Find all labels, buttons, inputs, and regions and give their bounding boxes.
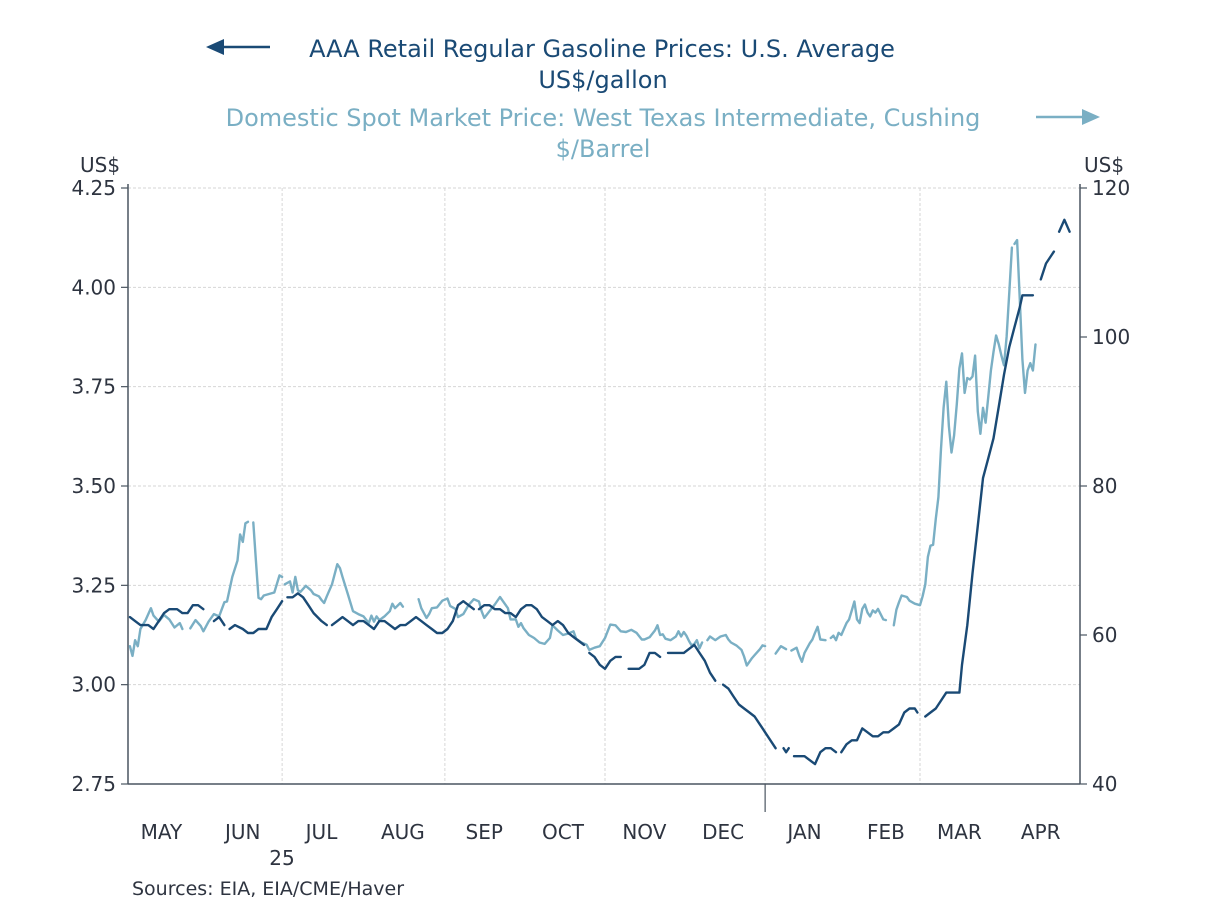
y-tick-label-right: 60 (1092, 623, 1117, 647)
legend: AAA Retail Regular Gasoline Prices: U.S.… (206, 35, 1100, 163)
x-tick-label: MAR (937, 820, 982, 844)
x-tick-label: OCT (542, 820, 585, 844)
legend-unit-gasoline: US$/gallon (538, 66, 667, 94)
y-tick-label-left: 2.75 (71, 772, 116, 796)
x-axis-ticks: MAY JUN JUL AUG SEP OCT NOV DEC JAN FEB MAR APR (141, 820, 1061, 844)
gasoline-line-segment (666, 643, 717, 682)
x-tick-label: FEB (867, 820, 905, 844)
x-tick-label: AUG (381, 820, 425, 844)
y-tick-label-right: 40 (1092, 772, 1117, 796)
left-arrow-icon (206, 39, 270, 55)
gasoline-line-segment (330, 600, 475, 635)
y-axis-left-label: US$ (80, 153, 120, 177)
axes (127, 184, 1081, 812)
gasoline-line-segment (721, 683, 777, 750)
y-tick-label-left: 4.00 (71, 275, 116, 299)
y-tick-label-left: 3.00 (71, 673, 116, 697)
y-tick-label-right: 120 (1092, 176, 1130, 200)
wti-line-segment (706, 633, 767, 667)
wti-line-segment (892, 246, 1014, 627)
wti-line-segment (189, 520, 250, 633)
wti-line-segment (283, 563, 405, 625)
legend-item-gasoline: AAA Retail Regular Gasoline Prices: U.S.… (206, 35, 895, 94)
y-axis-right-ticks: 120 100 80 60 40 (1080, 176, 1130, 796)
x-tick-label: DEC (702, 820, 744, 844)
series-gasoline (128, 218, 1071, 766)
y-tick-label-left: 3.75 (71, 375, 116, 399)
y-axis-left-ticks: 4.25 4.00 3.75 3.50 3.25 3.00 2.75 (71, 176, 128, 796)
legend-item-wti: Domestic Spot Market Price: West Texas I… (226, 104, 1100, 163)
x-axis-year-label: 25 (269, 846, 294, 870)
gasoline-line-segment (627, 651, 662, 670)
x-tick-label: SEP (466, 820, 503, 844)
legend-title-wti: Domestic Spot Market Price: West Texas I… (226, 104, 981, 132)
y-tick-label-left: 4.25 (71, 176, 116, 200)
gridlines (128, 187, 1080, 784)
y-tick-label-right: 80 (1092, 474, 1117, 498)
wti-line-segment (790, 625, 827, 663)
source-note: Sources: EIA, EIA/CME/Haver (132, 878, 404, 900)
gasoline-line-segment (840, 707, 919, 754)
y-tick-label-right: 100 (1092, 325, 1130, 349)
wti-line-segment (829, 600, 888, 642)
wti-line-segment (417, 595, 704, 652)
x-tick-label: JAN (785, 820, 821, 844)
wti-line-segment (1013, 238, 1037, 395)
y-tick-label-left: 3.50 (71, 474, 116, 498)
gasoline-line-segment (924, 294, 1035, 718)
gasoline-line-segment (477, 604, 586, 647)
x-tick-label: JUN (223, 820, 261, 844)
wti-line-segment (128, 607, 184, 658)
gasoline-line-segment (1057, 218, 1071, 233)
legend-unit-wti: $/Barrel (556, 135, 651, 163)
gasoline-line-segment (588, 651, 622, 670)
gasoline-line-segment (782, 747, 790, 754)
x-tick-label: JUL (304, 820, 339, 844)
x-tick-label: APR (1021, 820, 1061, 844)
gasoline-line-segment (212, 615, 226, 627)
wti-line-segment (252, 521, 284, 601)
y-axis-right-label: US$ (1084, 153, 1124, 177)
series-wti (128, 238, 1037, 667)
gasoline-line-segment (792, 747, 838, 766)
gasoline-line-segment (228, 600, 284, 635)
wti-line-segment (774, 645, 788, 655)
gasoline-line-segment (128, 604, 205, 631)
x-tick-label: NOV (622, 820, 666, 844)
gasoline-line-segment (286, 592, 328, 627)
gasoline-line-segment (1039, 250, 1056, 281)
x-tick-label: MAY (141, 820, 183, 844)
legend-title-gasoline: AAA Retail Regular Gasoline Prices: U.S.… (309, 35, 895, 63)
series-lines (128, 218, 1071, 766)
y-tick-label-left: 3.25 (71, 573, 116, 597)
right-arrow-icon (1036, 109, 1100, 125)
